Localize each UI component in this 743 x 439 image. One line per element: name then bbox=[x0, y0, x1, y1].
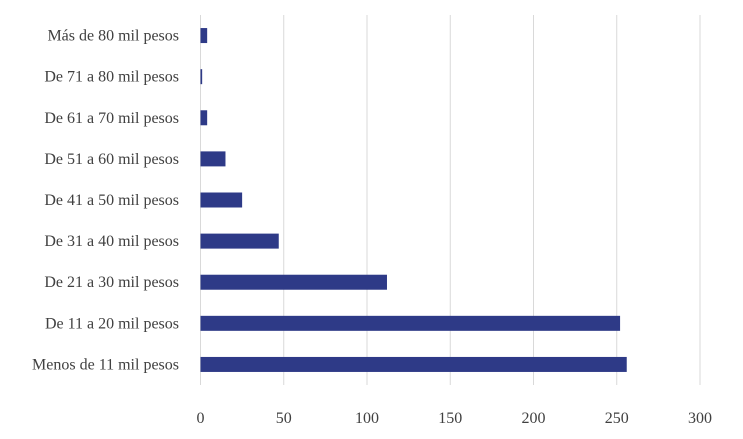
category-label: De 11 a 20 mil pesos bbox=[45, 315, 179, 332]
bars bbox=[200, 28, 627, 372]
category-label: De 51 a 60 mil pesos bbox=[44, 151, 179, 168]
bar bbox=[200, 192, 243, 208]
category-label: De 71 a 80 mil pesos bbox=[44, 69, 179, 86]
category-label: Menos de 11 mil pesos bbox=[32, 356, 179, 373]
bar bbox=[200, 274, 387, 290]
x-tick-labels: 0 50 100 150 200 250 300 bbox=[197, 410, 713, 427]
bar bbox=[200, 233, 279, 249]
x-tick-label: 0 bbox=[197, 410, 205, 427]
x-tick-label: 50 bbox=[276, 410, 292, 427]
x-tick-label: 200 bbox=[522, 410, 546, 427]
bar bbox=[200, 151, 226, 167]
x-tick-label: 300 bbox=[688, 410, 712, 427]
bar bbox=[200, 356, 627, 372]
x-tick-label: 250 bbox=[605, 410, 629, 427]
bar bbox=[200, 315, 621, 331]
x-tick-label: 100 bbox=[355, 410, 379, 427]
bar bbox=[200, 28, 208, 44]
gridlines bbox=[200, 15, 701, 385]
x-tick-label: 150 bbox=[438, 410, 462, 427]
category-label: De 41 a 50 mil pesos bbox=[44, 192, 179, 209]
category-label: De 31 a 40 mil pesos bbox=[44, 233, 179, 250]
bar bbox=[200, 110, 208, 126]
bar bbox=[200, 69, 203, 85]
category-label: De 61 a 70 mil pesos bbox=[44, 110, 179, 127]
category-label: Más de 80 mil pesos bbox=[47, 28, 179, 45]
category-labels: Menos de 11 mil pesos De 11 a 20 mil peso… bbox=[32, 28, 179, 374]
category-label: De 21 a 30 mil pesos bbox=[44, 274, 179, 291]
